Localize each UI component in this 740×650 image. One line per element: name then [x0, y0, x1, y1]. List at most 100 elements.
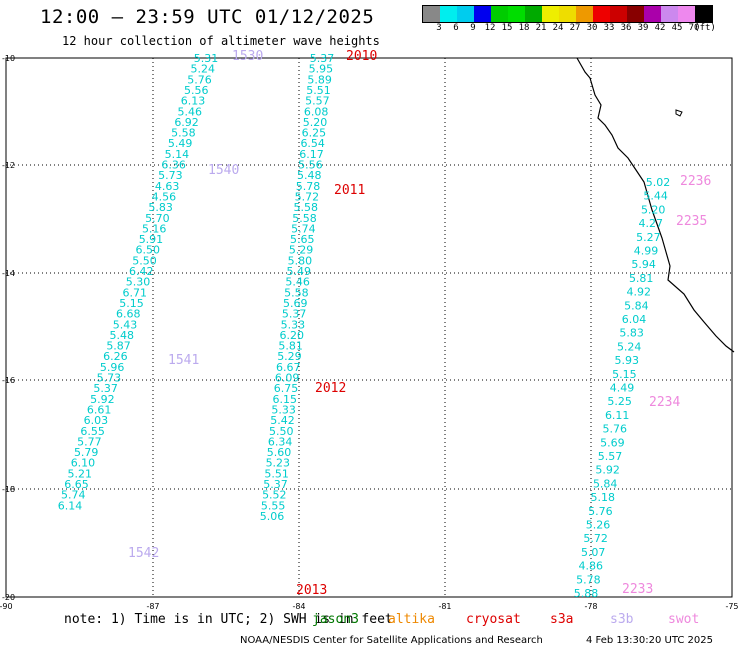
- wave-height-value: 5.94: [631, 258, 656, 271]
- color-swatch: [440, 6, 457, 22]
- pass-time-label: 1541: [168, 353, 199, 368]
- lon-label: -81: [438, 602, 451, 611]
- color-scale-label: 24: [552, 23, 564, 33]
- color-swatch: [644, 6, 661, 22]
- wave-height-value: 5.24: [617, 340, 642, 353]
- pass-time-label: 2011: [334, 183, 365, 198]
- wave-height-value: 5.76: [187, 73, 212, 86]
- wave-height-value: 5.37: [263, 478, 288, 491]
- wave-height-value: 6.75: [274, 382, 299, 395]
- credit-text: NOAA/NESDIS Center for Satellite Applica…: [240, 635, 543, 646]
- color-swatch: [491, 6, 508, 22]
- wave-height-value: 5.58: [293, 201, 318, 214]
- wave-height-value: 5.58: [171, 127, 196, 140]
- color-swatch: [627, 6, 644, 22]
- wave-height-value: 5.72: [583, 532, 608, 545]
- pass-time-label: 2233: [622, 582, 653, 597]
- wave-height-value: 5.69: [283, 297, 308, 310]
- wave-height-value: 5.78: [576, 573, 601, 586]
- color-scale-label: 15: [501, 23, 513, 33]
- wave-height-value: 4.86: [579, 560, 604, 573]
- wave-height-value: 5.37: [93, 382, 118, 395]
- wave-height-value: 5.70: [145, 212, 170, 225]
- wave-height-value: 5.37: [282, 308, 307, 321]
- wave-height-value: 5.83: [619, 327, 644, 340]
- legend-item-jason3: jason3: [312, 612, 359, 627]
- pass-time-label: 2235: [676, 214, 707, 229]
- wave-height-value: 5.33: [281, 318, 306, 331]
- color-scale-label: 39: [637, 23, 649, 33]
- wave-height-value: 4.27: [639, 217, 664, 230]
- pass-time-label: 2234: [649, 395, 680, 410]
- wave-height-value: 6.71: [123, 286, 148, 299]
- lat-label: -20: [2, 593, 15, 602]
- island: [675, 109, 683, 117]
- coastline: [576, 57, 735, 353]
- wave-height-value: 5.20: [303, 116, 328, 129]
- color-scale-label: 27: [569, 23, 581, 33]
- wave-height-value: 5.30: [126, 276, 151, 289]
- wave-height-value: 4.49: [610, 382, 635, 395]
- wave-height-value: 5.87: [106, 340, 131, 353]
- wave-height-value: 5.81: [629, 272, 654, 285]
- wave-height-value: 6.42: [129, 265, 154, 278]
- axis-labels: -10 -12 -14 -16 -18 -20-90 -87 -84 -81 -78 -75: [0, 54, 739, 611]
- wave-height-value: 5.92: [90, 393, 115, 406]
- wave-height-value: 5.92: [595, 464, 620, 477]
- wave-height-value: 5.16: [142, 222, 167, 235]
- wave-height-value: 6.68: [116, 308, 141, 321]
- color-scale-labels: 3 6 9 12 15 18 21 24 27 30 33 36 39 42 45 70 (ft): [422, 23, 732, 35]
- color-swatch: [559, 6, 576, 22]
- wave-height-value: 5.91: [139, 233, 164, 246]
- wave-height-value: 5.25: [607, 395, 632, 408]
- wave-height-value: 5.29: [277, 350, 302, 363]
- wave-height-value: 5.93: [615, 354, 640, 367]
- pass-time-labels: 1530 2010 1540 2011 2236 2235 1541 2012 2234 1542…: [128, 49, 711, 598]
- color-scale-label: 42: [654, 23, 666, 33]
- pass-time-label: 2236: [680, 174, 711, 189]
- lat-label: -16: [2, 376, 15, 385]
- color-swatch: [423, 6, 440, 22]
- map-frame: [5, 57, 733, 598]
- wave-height-value: 6.34: [268, 435, 293, 448]
- color-scale-label: 30: [586, 23, 598, 33]
- wave-height-value: 5.84: [593, 477, 618, 490]
- wave-height-value: 5.95: [309, 63, 334, 76]
- wave-height-value: 5.79: [74, 446, 99, 459]
- wave-height-value: 5.51: [306, 84, 331, 97]
- wave-height-value: 5.74: [291, 222, 316, 235]
- wave-height-value: 5.26: [586, 519, 611, 532]
- map-subtitle: 12 hour collection of altimeter wave hei…: [62, 34, 380, 48]
- lat-lon-grid: [5, 57, 733, 598]
- wave-height-value: 5.57: [305, 95, 330, 108]
- wave-height-value: 5.57: [598, 450, 623, 463]
- wave-height-value: 5.65: [290, 233, 315, 246]
- legend-item-cryosat: cryosat: [466, 612, 521, 627]
- color-swatch: [457, 6, 474, 22]
- wave-height-value: 6.25: [302, 127, 327, 140]
- lat-label: -10: [2, 54, 15, 63]
- wave-height-value: 5.51: [264, 467, 289, 480]
- pass-time-label: 2012: [315, 381, 346, 396]
- pass-time-label: 2010: [346, 49, 377, 64]
- wave-height-value: 5.69: [600, 436, 625, 449]
- wave-height-value: 5.46: [285, 276, 310, 289]
- wave-height-value: 5.48: [297, 169, 322, 182]
- wave-height-value: 5.83: [148, 201, 173, 214]
- wave-height-value: 5.56: [298, 159, 323, 172]
- legend-item-altika: altika: [388, 612, 435, 627]
- wave-height-value: 6.11: [605, 409, 630, 422]
- color-scale-label: (ft): [694, 23, 716, 33]
- wave-height-value: 6.15: [273, 393, 298, 406]
- wave-height-value: 4.56: [152, 190, 177, 203]
- color-swatch: [474, 6, 491, 22]
- map-title: 12:00 – 23:59 UTC 01/12/2025: [40, 6, 375, 28]
- wave-height-value: 5.44: [643, 190, 668, 203]
- wave-height-value: 5.58: [284, 286, 309, 299]
- wave-height-value: 5.60: [267, 446, 292, 459]
- color-scale-label: 70: [688, 23, 700, 33]
- color-scale-label: 21: [535, 23, 547, 33]
- color-swatch: [661, 6, 678, 22]
- wave-height-value: 6.67: [276, 361, 301, 374]
